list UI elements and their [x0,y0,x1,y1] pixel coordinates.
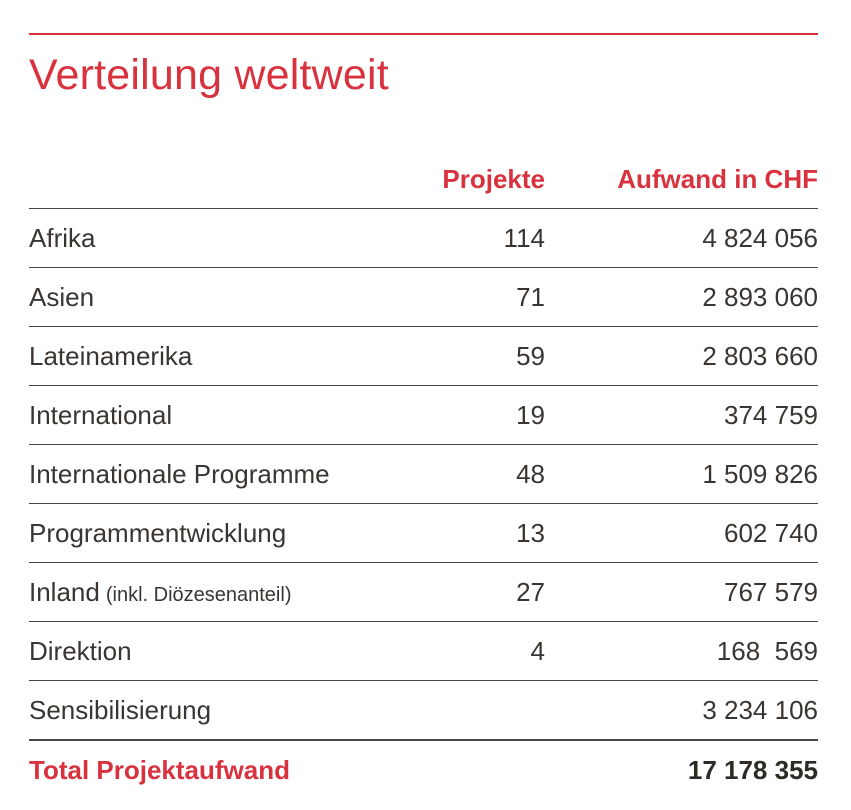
total-cost: 17 178 355 [687,755,818,785]
projects-cell: 114 [503,223,545,253]
region-cell: Asien [29,268,94,326]
region-cell: Afrika [29,209,95,267]
page-title: Verteilung weltweit [29,51,389,99]
projects-cell: 59 [516,341,545,371]
region-cell: Inland (inkl. Diözesenanteil) [29,563,291,624]
cost-cell: 168 569 [716,636,818,666]
region-cell: Programmentwicklung [29,504,286,562]
region-label: Afrika [29,223,96,253]
cost-cell: 374 759 [724,400,818,430]
cost-cell: 602 740 [724,518,818,548]
region-label: Programmentwicklung [29,518,287,548]
document-page: Verteilung weltweit Projekte Aufwand in … [29,0,818,810]
projects-cell: 48 [516,459,545,489]
region-label: Sensibilisierung [29,695,212,725]
table-row: Direktion 4 168 569 [29,621,818,680]
region-cell: Direktion [29,622,132,680]
top-divider [29,33,818,35]
column-header-cost: Aufwand in CHF [617,164,818,194]
projects-cell: 71 [516,282,545,312]
projects-cell: 13 [516,518,545,548]
projects-cell: 4 [530,636,545,666]
region-cell: International [29,386,172,444]
table-header-row: Projekte Aufwand in CHF [29,150,818,208]
region-label: Asien [29,282,95,312]
projects-cell: 27 [516,577,545,607]
cost-cell: 1 509 826 [702,459,818,489]
region-cell: Lateinamerika [29,327,192,385]
cost-cell: 3 234 106 [702,695,818,725]
region-cell: Internationale Programme [29,445,330,503]
projects-cell: 19 [516,400,545,430]
table-row: Afrika 114 4 824 056 [29,208,818,267]
region-label: Lateinamerika [29,341,193,371]
table-row: Internationale Programme 48 1 509 826 [29,444,818,503]
cost-cell: 2 893 060 [702,282,818,312]
table-row: Programmentwicklung 13 602 740 [29,503,818,562]
table-row: Lateinamerika 59 2 803 660 [29,326,818,385]
cost-cell: 4 824 056 [702,223,818,253]
region-label: Direktion [29,636,132,666]
column-header-projects: Projekte [442,164,545,194]
distribution-table: Projekte Aufwand in CHF Afrika 114 4 824… [29,150,818,799]
table-row: Asien 71 2 893 060 [29,267,818,326]
table-row: Inland (inkl. Diözesenanteil) 27 767 579 [29,562,818,621]
region-note: (inkl. Diözesenanteil) [105,584,292,606]
region-label: International [29,400,173,430]
table-row: Sensibilisierung 3 234 106 [29,680,818,739]
region-cell: Sensibilisierung [29,681,211,739]
cost-cell: 2 803 660 [702,341,818,371]
total-label: Total Projektaufwand [29,755,290,785]
total-row: Total Projektaufwand 17 178 355 [29,739,818,799]
cost-cell: 767 579 [724,577,818,607]
table-row: International 19 374 759 [29,385,818,444]
region-label: Internationale Programme [29,459,330,489]
region-label: Inland [29,577,100,607]
